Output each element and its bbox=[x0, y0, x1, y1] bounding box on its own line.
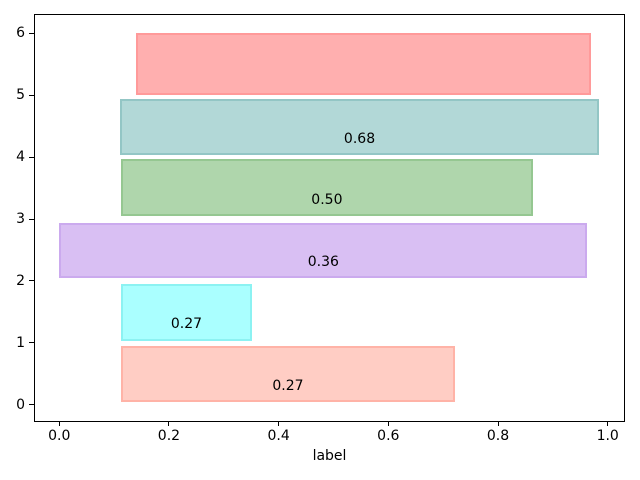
y-tick-mark bbox=[29, 32, 34, 34]
bar bbox=[120, 98, 599, 155]
bar bbox=[59, 222, 588, 279]
bar bbox=[121, 158, 533, 216]
y-tick-mark bbox=[29, 280, 34, 282]
bar bbox=[136, 33, 591, 96]
bar-value-label: 0.36 bbox=[307, 254, 339, 271]
x-tick-label: 0.8 bbox=[486, 428, 510, 444]
y-tick-label: 4 bbox=[16, 149, 25, 166]
y-tick-label: 0 bbox=[16, 396, 25, 413]
bar bbox=[120, 345, 456, 403]
bar-value-label: 0.27 bbox=[272, 378, 304, 395]
y-tick-mark bbox=[29, 94, 34, 96]
x-axis-label: label bbox=[312, 448, 347, 464]
x-tick-mark bbox=[387, 422, 389, 426]
y-tick-mark bbox=[29, 404, 34, 406]
bar-value-label: 0.50 bbox=[311, 192, 343, 209]
bar bbox=[120, 284, 253, 341]
plot-area: 0.27 0.27 0.36 0.50 0.68 0.0 0.2 0.4 0.6 0.8 1.0 0 1… bbox=[16, 14, 625, 443]
y-tick-label: 5 bbox=[16, 87, 25, 104]
x-tick-label: 0.6 bbox=[377, 428, 400, 444]
x-tick-label: 0.0 bbox=[48, 428, 71, 444]
x-tick-mark bbox=[58, 422, 60, 426]
x-tick-label: 1.0 bbox=[596, 428, 619, 444]
x-tick-label: 0.4 bbox=[267, 428, 290, 444]
x-tick-label: 0.2 bbox=[157, 428, 181, 444]
y-tick-label: 2 bbox=[16, 272, 25, 289]
x-tick-mark bbox=[607, 422, 609, 426]
y-tick-mark bbox=[29, 156, 34, 158]
y-tick-label: 6 bbox=[16, 25, 25, 42]
y-tick-label: 1 bbox=[16, 334, 25, 351]
bar-value-label: 0.27 bbox=[170, 316, 203, 333]
y-tick-mark bbox=[29, 342, 34, 344]
x-tick-mark bbox=[278, 422, 280, 426]
bar-value-label: 0.68 bbox=[343, 130, 376, 147]
y-tick-mark bbox=[29, 218, 34, 220]
x-tick-mark bbox=[497, 422, 499, 426]
x-tick-mark bbox=[168, 422, 170, 426]
y-tick-label: 3 bbox=[16, 211, 25, 228]
